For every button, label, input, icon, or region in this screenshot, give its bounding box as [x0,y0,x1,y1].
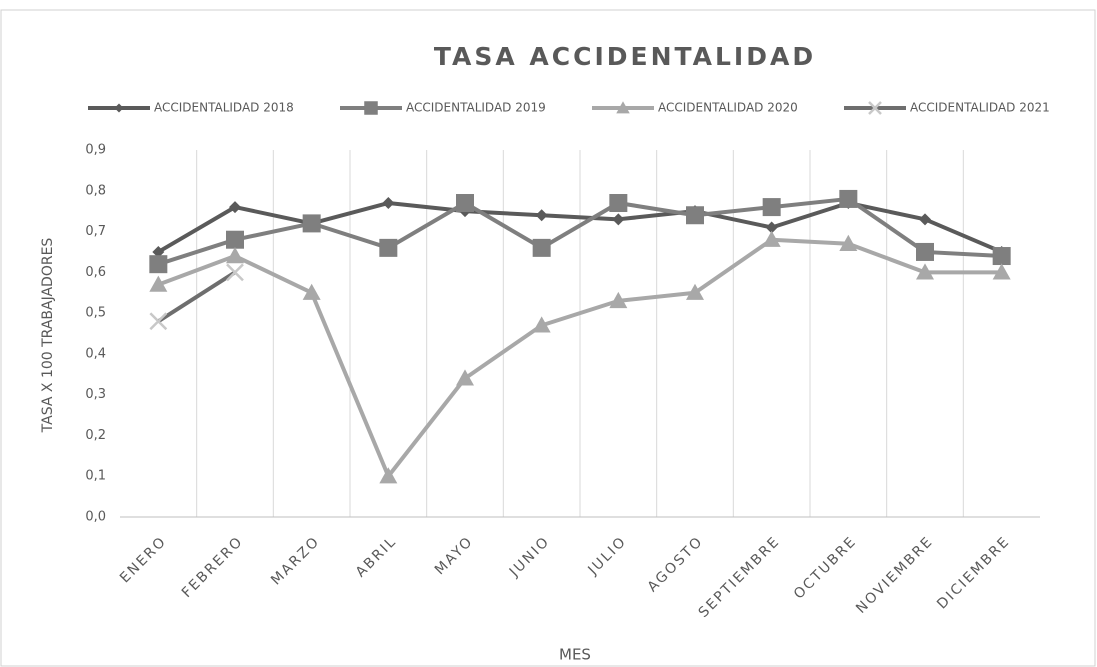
point [226,247,244,264]
point [616,101,630,114]
series-line [157,270,237,323]
point [532,316,551,333]
point [916,263,934,280]
point [226,230,244,249]
point [456,369,474,386]
y-tick-label: 0,2 [85,428,106,443]
point [609,194,628,213]
point [992,247,1011,266]
point [379,238,398,257]
legend-label: ACCIDENTALIDAD 2018 [154,101,294,115]
y-tick-label: 0,7 [85,224,106,239]
point [149,255,168,274]
point [992,263,1011,280]
x-axis-title: MES [559,646,591,664]
point [149,312,168,331]
point [686,283,704,300]
point [686,206,704,225]
legend-label: ACCIDENTALIDAD 2019 [406,101,546,115]
point [612,213,625,226]
point [379,467,398,484]
point [916,242,934,261]
series-line [157,237,1002,479]
y-tick-label: 0,9 [85,143,106,158]
legend-label: ACCIDENTALIDAD 2021 [910,101,1050,115]
chart-frame [0,9,1096,667]
y-tick-label: 0,1 [85,469,106,484]
point [609,291,628,309]
point [762,198,781,217]
y-tick-label: 0,4 [85,346,106,361]
point [226,263,244,282]
legend-label: ACCIDENTALIDAD 2020 [658,101,798,115]
point [382,197,395,210]
point [114,103,124,113]
point [919,213,931,226]
point [302,214,321,233]
point [839,234,858,251]
chart-title: TASA ACCIDENTALIDAD [434,42,816,71]
y-tick-label: 0,5 [85,306,106,321]
y-tick-label: 0,8 [85,183,106,198]
point [868,101,882,115]
point [535,209,548,222]
y-axis-title: TASA X 100 TRABAJADORES [40,238,56,434]
point [149,275,168,292]
point [765,221,778,234]
point [152,245,165,258]
y-tick-label: 0,3 [85,387,106,402]
point [532,238,551,257]
y-tick-label: 0,6 [85,265,106,280]
series-line [157,196,1002,267]
point [229,201,241,214]
point [839,189,858,208]
point [364,101,378,115]
y-tick-label: 0,0 [85,510,106,525]
point [456,194,474,213]
point [762,230,781,247]
point [302,283,321,300]
